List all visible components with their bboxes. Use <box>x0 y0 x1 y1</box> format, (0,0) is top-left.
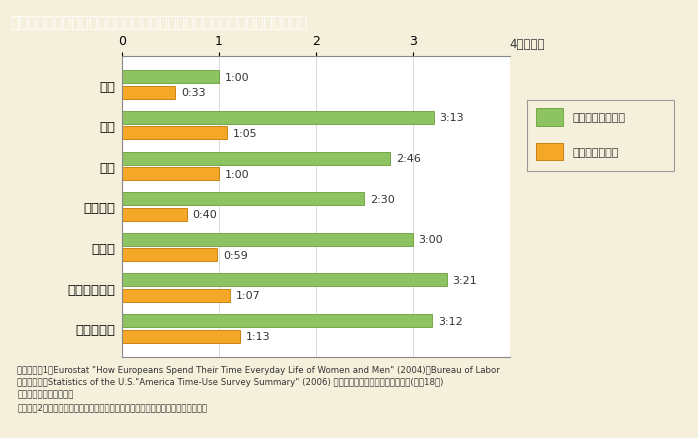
Text: 第１－４－６図　６歳未満児のいる夫の家事・育児関連時間（１日当たり）: 第１－４－６図 ６歳未満児のいる夫の家事・育児関連時間（１日当たり） <box>10 15 308 31</box>
Text: うち育児の時間: うち育児の時間 <box>572 147 619 157</box>
Text: 3:12: 3:12 <box>438 316 463 326</box>
Bar <box>122 112 433 125</box>
Text: 3:21: 3:21 <box>452 276 477 285</box>
Bar <box>122 87 175 99</box>
Text: （備考）　1．Eurostat "How Europeans Spend Their Time Everyday Life of Women and Men" : （備考） 1．Eurostat "How Europeans Spend The… <box>17 365 500 411</box>
Text: 2:30: 2:30 <box>370 194 395 204</box>
Text: 1:00: 1:00 <box>225 73 249 83</box>
Bar <box>122 289 230 302</box>
Bar <box>122 274 447 287</box>
Text: 3:00: 3:00 <box>419 235 443 245</box>
FancyBboxPatch shape <box>536 109 563 126</box>
Bar <box>122 208 187 221</box>
Bar <box>122 152 390 165</box>
Text: 4（時間）: 4（時間） <box>510 38 545 51</box>
Bar <box>122 168 219 180</box>
Bar <box>122 233 413 246</box>
Text: 家事関連時間全体: 家事関連時間全体 <box>572 113 625 123</box>
Text: 0:40: 0:40 <box>193 210 217 219</box>
Text: 1:00: 1:00 <box>225 169 249 179</box>
Bar <box>122 127 227 140</box>
Text: 2:46: 2:46 <box>396 154 421 164</box>
Text: 1:05: 1:05 <box>233 129 258 138</box>
Text: 0:33: 0:33 <box>181 88 206 98</box>
Bar <box>122 314 432 327</box>
FancyBboxPatch shape <box>526 100 674 171</box>
Text: 1:07: 1:07 <box>236 291 261 301</box>
Bar <box>122 249 217 261</box>
Bar <box>122 193 364 206</box>
FancyBboxPatch shape <box>536 144 563 161</box>
Text: 3:13: 3:13 <box>440 113 464 123</box>
Text: 0:59: 0:59 <box>223 250 248 260</box>
Text: 1:13: 1:13 <box>246 331 270 341</box>
Bar <box>122 71 219 84</box>
Bar <box>122 330 240 343</box>
